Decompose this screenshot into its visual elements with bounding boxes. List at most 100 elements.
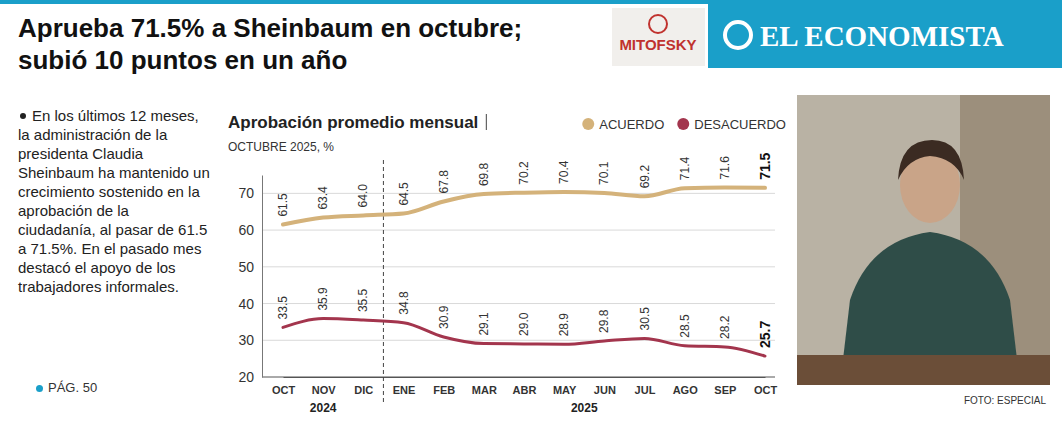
x-tick: MAR — [472, 377, 497, 396]
x-tick-label: MAR — [472, 384, 497, 396]
x-tick-label: OCT — [272, 384, 296, 396]
y-tick-label: 40 — [238, 296, 254, 312]
legend-swatch — [677, 118, 689, 130]
data-label: 70.1 — [597, 161, 611, 185]
data-label: 30.9 — [437, 305, 451, 329]
x-tick: MAY — [553, 377, 577, 396]
x-tick: JUL — [635, 377, 656, 396]
x-tick-label: FEB — [433, 384, 455, 396]
grid-line — [262, 340, 775, 341]
y-tick-label: 50 — [238, 259, 254, 275]
data-label: 35.5 — [356, 288, 370, 312]
data-label: 29.0 — [517, 312, 531, 336]
source-logo: MITOFSKY — [612, 8, 705, 66]
photo-bg — [797, 95, 1050, 385]
data-label: 69.2 — [638, 165, 652, 189]
brand-band — [708, 0, 1062, 68]
legend: DESACUERDOACUERDO — [582, 117, 786, 132]
data-label: 70.4 — [557, 160, 571, 184]
y-axis-line — [262, 176, 263, 378]
data-label: 28.9 — [557, 313, 571, 337]
y-tick-label: 70 — [238, 185, 254, 201]
series-line — [283, 187, 765, 224]
x-tick-label: OCT — [754, 384, 778, 396]
chart-title: Aprobación promedio mensual — [228, 113, 478, 132]
brand: EL ECONOMISTA — [708, 0, 1062, 68]
data-label: 69.8 — [477, 162, 491, 186]
legend-label: DESACUERDO — [694, 117, 786, 132]
data-label: 29.1 — [477, 312, 491, 336]
data-label: 71.5 — [757, 152, 773, 179]
y-axis: 20 30 40 50 60 70 — [238, 176, 262, 385]
brand-icon — [725, 22, 751, 48]
x-tick: AGO — [673, 377, 699, 396]
data-label: 28.5 — [678, 314, 692, 338]
x-tick-label: JUN — [594, 384, 616, 396]
logo-emblem — [649, 15, 667, 33]
photo-hair — [898, 140, 964, 180]
year-label: 2025 — [571, 401, 598, 415]
data-labels: 61.5 63.4 64.0 64.5 67.8 69.8 70.2 70.4 70.1 69.2… — [276, 152, 773, 348]
title-separator — [486, 114, 487, 130]
x-tick: DIC — [354, 377, 373, 396]
page-ref: PÁG. 50 — [48, 380, 97, 395]
x-tick: ABR — [513, 377, 537, 396]
y-tick: 30 — [238, 332, 262, 348]
data-label: 25.7 — [757, 321, 773, 348]
y-tick-label: 20 — [238, 369, 254, 385]
top-stripe — [0, 0, 708, 4]
headline: Aprueba 71.5% a Sheinbaum en octubre; su… — [18, 12, 588, 76]
data-label: 70.2 — [517, 161, 531, 185]
data-label: 28.2 — [718, 315, 732, 339]
logo-text: MITOFSKY — [619, 36, 696, 53]
x-tick-label: MAY — [553, 384, 577, 396]
photo-credit: FOTO: ESPECIAL — [964, 395, 1046, 406]
grid-line — [262, 377, 775, 378]
x-tick-label: NOV — [312, 384, 337, 396]
grid-line — [262, 266, 775, 267]
year-divider — [383, 160, 384, 402]
x-tick-label: SEP — [714, 384, 736, 396]
plot-marks — [283, 187, 765, 356]
sidebar-text: En los últimos 12 meses, la administraci… — [18, 106, 210, 296]
data-label: 67.8 — [437, 170, 451, 194]
legend-swatch — [582, 118, 594, 130]
data-label: 30.5 — [638, 307, 652, 331]
x-tick: OCT — [754, 377, 778, 396]
chart-subtitle: OCTUBRE 2025, % — [228, 140, 334, 154]
grid-line — [262, 230, 775, 231]
y-tick: 50 — [238, 259, 262, 275]
data-label: 64.0 — [356, 184, 370, 208]
sidebar-paragraph: En los últimos 12 meses, la administraci… — [18, 107, 210, 295]
y-tick-label: 60 — [238, 222, 254, 238]
x-tick: SEP — [714, 377, 736, 396]
x-tick: JUN — [594, 377, 616, 396]
brand-text: EL ECONOMISTA — [760, 20, 1004, 52]
x-axis-line — [284, 377, 766, 378]
y-tick-label: 30 — [238, 332, 254, 348]
logo-box — [612, 8, 705, 66]
data-label: 29.8 — [597, 309, 611, 333]
x-tick-label: ABR — [513, 384, 537, 396]
x-axis: OCT NOV DIC ENE FEB MAR ABR MAY JUN JUL AGO SEP OCT — [272, 377, 778, 396]
x-tick-label: DIC — [354, 384, 373, 396]
x-tick-label: JUL — [635, 384, 656, 396]
x-tick-label: ENE — [393, 384, 416, 396]
data-label: 34.8 — [397, 291, 411, 315]
data-label: 71.6 — [718, 156, 732, 180]
y-tick: 20 — [238, 369, 262, 385]
data-label: 61.5 — [276, 193, 290, 217]
y-tick: 60 — [238, 222, 262, 238]
x-tick: ENE — [393, 377, 416, 396]
x-tick: FEB — [433, 377, 455, 396]
year-label: 2024 — [310, 401, 337, 415]
grid-line — [262, 303, 775, 304]
data-label: 35.9 — [316, 287, 330, 311]
data-label: 64.5 — [397, 182, 411, 206]
grid — [262, 193, 775, 377]
x-tick: NOV — [312, 377, 337, 396]
data-label: 71.4 — [678, 157, 692, 181]
x-tick-label: AGO — [673, 384, 699, 396]
page-dot — [36, 385, 43, 392]
data-label: 63.4 — [316, 186, 330, 210]
